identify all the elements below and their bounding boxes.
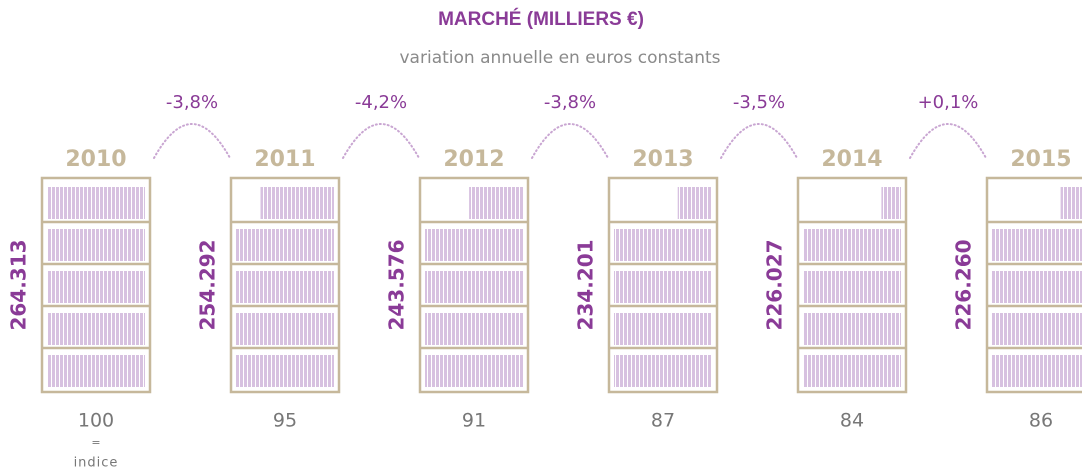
value-label: 234.201 (574, 239, 598, 330)
index-label: 95 (273, 410, 297, 432)
year-label: 2011 (254, 147, 315, 172)
change-arc (153, 123, 231, 159)
change-label: -3,5% (733, 92, 785, 113)
change-arc (720, 123, 798, 159)
shelf-frame (607, 176, 719, 394)
books (992, 313, 1082, 345)
books (614, 271, 712, 303)
books (614, 313, 712, 345)
books (236, 355, 334, 387)
index-label: 87 (651, 410, 675, 432)
books (614, 229, 712, 261)
books (992, 355, 1082, 387)
value-label: 254.292 (196, 239, 220, 330)
shelf-frame (40, 176, 152, 394)
year-label: 2012 (443, 147, 504, 172)
index-label: 86 (1029, 410, 1053, 432)
change-label: -4,2% (355, 92, 407, 113)
index-note: = (91, 436, 100, 449)
year-label: 2013 (632, 147, 693, 172)
books (425, 313, 523, 345)
shelf-frame (229, 176, 341, 394)
change-arc (531, 123, 609, 159)
books (260, 187, 334, 219)
books (469, 187, 523, 219)
books (803, 271, 901, 303)
books (803, 313, 901, 345)
books (425, 355, 523, 387)
books (677, 187, 712, 219)
books (47, 229, 145, 261)
shelf-frame (418, 176, 530, 394)
chart-title: MARCHÉ (MILLIERS €) (438, 8, 644, 30)
chart-subtitle: variation annuelle en euros constants (400, 48, 721, 68)
change-label: +0,1% (918, 92, 979, 113)
books (425, 271, 523, 303)
books (47, 271, 145, 303)
year-label: 2015 (1010, 147, 1071, 172)
shelf-frame (985, 176, 1082, 394)
index-note: indice (74, 456, 119, 471)
change-arc (909, 123, 987, 159)
books (47, 355, 145, 387)
books (1060, 187, 1082, 219)
year-label: 2014 (821, 147, 882, 172)
index-label: 100 (78, 410, 114, 432)
index-label: 84 (840, 410, 864, 432)
books (47, 187, 145, 219)
books (425, 229, 523, 261)
books (803, 355, 901, 387)
change-label: -3,8% (544, 92, 596, 113)
change-arc (342, 123, 420, 159)
change-label: -3,8% (166, 92, 218, 113)
books (236, 313, 334, 345)
value-label: 264.313 (7, 239, 31, 330)
books (236, 271, 334, 303)
value-label: 226.260 (952, 239, 976, 330)
books (881, 187, 901, 219)
index-label: 91 (462, 410, 486, 432)
books (47, 313, 145, 345)
books (992, 271, 1082, 303)
books (803, 229, 901, 261)
shelf-frame (796, 176, 908, 394)
value-label: 226.027 (763, 239, 787, 330)
year-label: 2010 (65, 147, 126, 172)
books (614, 355, 712, 387)
books (236, 229, 334, 261)
value-label: 243.576 (385, 239, 409, 330)
books (992, 229, 1082, 261)
